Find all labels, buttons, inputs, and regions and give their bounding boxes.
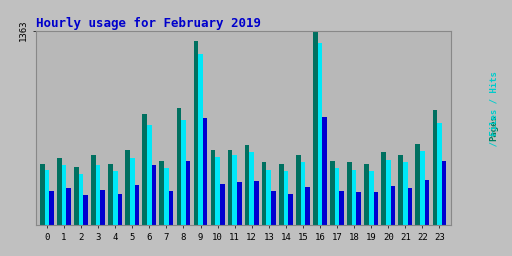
Bar	[83, 195, 88, 225]
Bar	[245, 145, 249, 225]
Bar	[318, 42, 323, 225]
Bar	[109, 164, 113, 225]
Bar	[216, 157, 220, 225]
Text: Pages: Pages	[489, 115, 499, 141]
Bar	[284, 171, 288, 225]
Bar	[374, 193, 378, 225]
Bar	[339, 191, 344, 225]
Bar	[347, 163, 352, 225]
Bar	[74, 167, 79, 225]
Bar	[279, 164, 284, 225]
Bar	[305, 187, 310, 225]
Bar	[220, 184, 225, 225]
Bar	[186, 161, 190, 225]
Bar	[203, 118, 207, 225]
Bar	[91, 155, 96, 225]
Bar	[408, 188, 412, 225]
Bar	[386, 160, 391, 225]
Bar	[352, 170, 356, 225]
Text: / Files / Hits: / Files / Hits	[489, 72, 499, 184]
Bar	[79, 174, 83, 225]
Bar	[425, 180, 430, 225]
Bar	[323, 117, 327, 225]
Bar	[442, 161, 446, 225]
Bar	[40, 164, 45, 225]
Bar	[100, 190, 105, 225]
Bar	[365, 164, 369, 225]
Bar	[296, 155, 301, 225]
Bar	[125, 150, 130, 225]
Bar	[49, 191, 54, 225]
Bar	[164, 168, 169, 225]
Bar	[420, 151, 425, 225]
Bar	[96, 165, 100, 225]
Bar	[152, 165, 156, 225]
Bar	[228, 150, 232, 225]
Bar	[267, 170, 271, 225]
Bar	[369, 171, 374, 225]
Bar	[142, 114, 147, 225]
Bar	[416, 144, 420, 225]
Bar	[232, 155, 237, 225]
Bar	[135, 185, 139, 225]
Bar	[237, 183, 242, 225]
Bar	[249, 153, 254, 225]
Bar	[433, 110, 437, 225]
Bar	[398, 155, 403, 225]
Bar	[169, 191, 173, 225]
Bar	[271, 191, 276, 225]
Bar	[391, 186, 395, 225]
Bar	[67, 188, 71, 225]
Bar	[57, 158, 62, 225]
Bar	[356, 193, 361, 225]
Bar	[437, 123, 442, 225]
Bar	[45, 170, 49, 225]
Bar	[381, 153, 386, 225]
Bar	[177, 108, 181, 225]
Bar	[130, 158, 135, 225]
Text: Hourly usage for February 2019: Hourly usage for February 2019	[36, 17, 261, 29]
Bar	[147, 125, 152, 225]
Bar	[301, 163, 305, 225]
Bar	[254, 181, 259, 225]
Bar	[160, 161, 164, 225]
Bar	[313, 31, 318, 225]
Bar	[288, 194, 293, 225]
Bar	[62, 165, 67, 225]
Bar	[118, 194, 122, 225]
Bar	[330, 161, 335, 225]
Bar	[403, 163, 408, 225]
Bar	[113, 171, 118, 225]
Bar	[198, 54, 203, 225]
Bar	[262, 163, 267, 225]
Bar	[335, 168, 339, 225]
Bar	[211, 150, 216, 225]
Bar	[181, 120, 186, 225]
Bar	[194, 41, 198, 225]
